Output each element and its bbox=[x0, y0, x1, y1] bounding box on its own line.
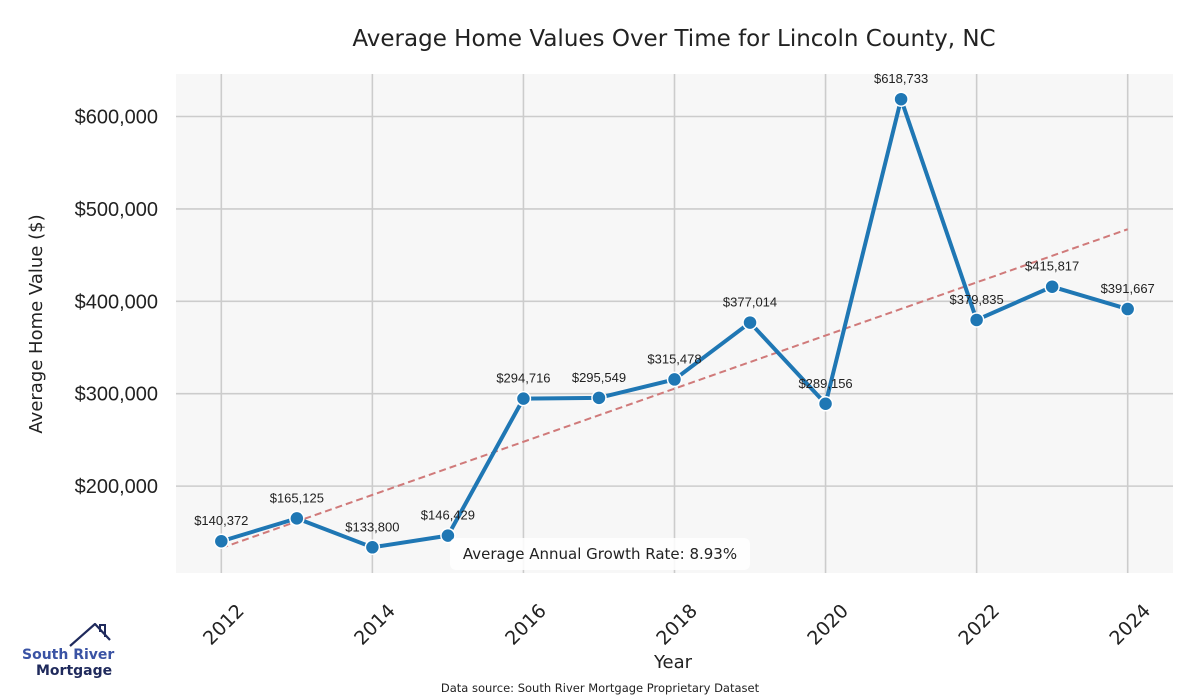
x-tick-label: 2014 bbox=[350, 600, 400, 650]
data-label: $391,667 bbox=[1101, 281, 1155, 296]
data-source-note: Data source: South River Mortgage Propri… bbox=[441, 681, 760, 695]
x-tick-label: 2020 bbox=[803, 600, 853, 650]
data-label: $315,478 bbox=[647, 351, 701, 366]
x-tick-label: 2016 bbox=[501, 600, 551, 650]
data-point bbox=[515, 390, 532, 407]
data-label: $289,156 bbox=[798, 376, 852, 391]
data-point bbox=[213, 533, 230, 549]
data-point bbox=[742, 314, 758, 331]
data-label: $415,817 bbox=[1025, 259, 1079, 274]
data-label: $146,429 bbox=[421, 508, 475, 523]
data-labels: $140,372 $165,125 $133,800 $146,429 $294,716… bbox=[194, 71, 1155, 534]
data-label: $295,549 bbox=[572, 370, 626, 385]
data-point bbox=[440, 527, 456, 544]
x-tick-label: 2012 bbox=[199, 600, 249, 650]
data-point bbox=[1044, 278, 1060, 295]
x-axis-ticks: 2012 2014 2016 2018 2020 2022 2024 bbox=[199, 600, 1155, 650]
growth-rate-annotation: Average Annual Growth Rate: 8.93% bbox=[450, 538, 750, 570]
data-label: $294,716 bbox=[496, 371, 550, 386]
chart-title: Average Home Values Over Time for Lincol… bbox=[352, 26, 995, 52]
data-point bbox=[289, 510, 305, 527]
data-label: $618,733 bbox=[874, 71, 928, 86]
data-label: $133,800 bbox=[345, 519, 399, 534]
trend-line bbox=[220, 228, 1129, 549]
y-tick-label: $600,000 bbox=[75, 107, 158, 129]
data-point bbox=[1119, 301, 1136, 317]
y-axis-ticks: $200,000 $300,000 $400,000 $500,000 $600,000 bbox=[75, 107, 158, 499]
x-tick-label: 2022 bbox=[954, 600, 1004, 650]
data-label: $165,125 bbox=[270, 490, 324, 505]
x-tick-label: 2018 bbox=[652, 600, 702, 650]
data-point bbox=[817, 396, 834, 412]
data-points bbox=[213, 91, 1136, 556]
data-point bbox=[968, 312, 985, 328]
y-gridlines bbox=[176, 115, 1173, 487]
y-tick-label: $400,000 bbox=[75, 291, 158, 313]
logo-text-line1: South River bbox=[22, 647, 114, 663]
y-tick-label: $300,000 bbox=[75, 384, 158, 406]
data-point bbox=[893, 91, 909, 107]
logo-text-line2: Mortgage bbox=[36, 663, 112, 679]
data-point bbox=[666, 371, 683, 388]
y-axis-label: Average Home Value ($) bbox=[26, 214, 47, 433]
data-point bbox=[591, 390, 607, 406]
data-label: $379,835 bbox=[950, 292, 1004, 307]
x-axis-label: Year bbox=[653, 652, 693, 673]
growth-rate-text: Average Annual Growth Rate: 8.93% bbox=[463, 545, 737, 563]
y-tick-label: $500,000 bbox=[75, 199, 158, 221]
data-label: $377,014 bbox=[723, 295, 777, 310]
data-label: $140,372 bbox=[194, 513, 248, 528]
x-tick-label: 2024 bbox=[1105, 600, 1155, 650]
chimney-icon bbox=[99, 624, 106, 637]
data-point bbox=[364, 539, 381, 556]
y-tick-label: $200,000 bbox=[75, 476, 158, 498]
company-logo: South River Mortgage bbox=[22, 622, 114, 679]
